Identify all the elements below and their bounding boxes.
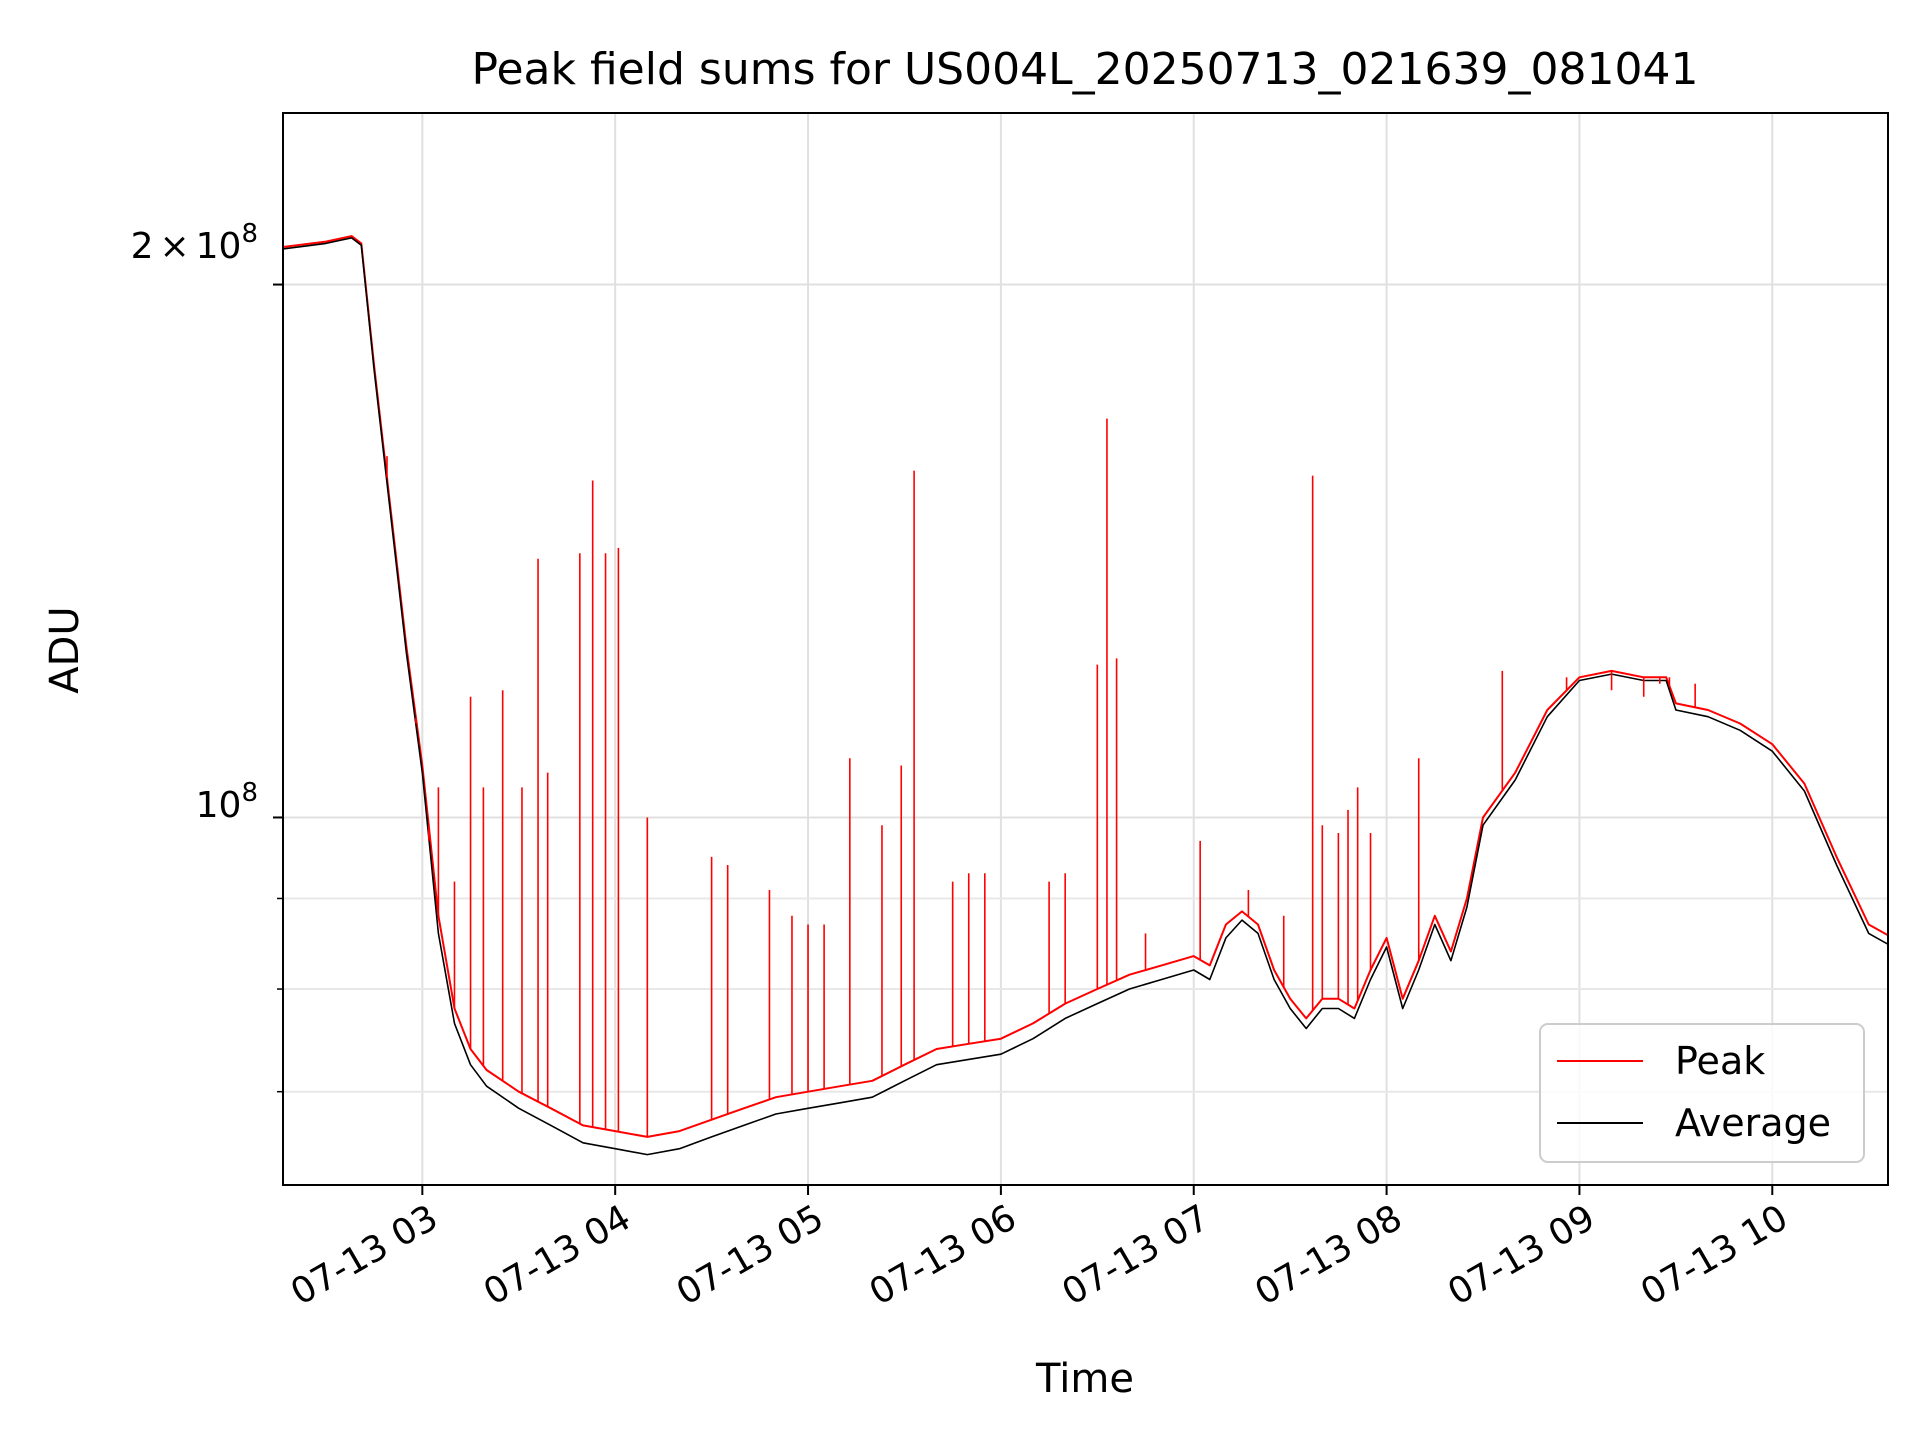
legend-box (1539, 1023, 1865, 1163)
series-line-peak (283, 235, 1888, 1138)
series-line-average (283, 237, 1888, 1156)
y-tick-label-1e8-pow: 10 (196, 785, 242, 826)
y-axis-label: ADU (42, 606, 88, 693)
chart-title: Peak field sums for US004L_20250713_0216… (472, 44, 1699, 95)
x-axis-label: Time (1035, 1356, 1134, 1402)
y-tick-label-1e8-exp: 8 (241, 778, 258, 808)
plot-lines (283, 235, 1888, 1156)
y-tick-label-2e8-pow: 10 (196, 226, 242, 267)
y-tick-label-2e8-exp: 8 (241, 219, 258, 249)
legend-label-average: Average (1675, 1101, 1831, 1145)
svg-text:2×108: 2 × 108 (131, 219, 258, 267)
y-tick-label-2e8-base: 2 (131, 226, 154, 267)
legend-label-peak: Peak (1675, 1039, 1765, 1083)
y-tick-label-2e8: 2 × 108 (131, 219, 258, 267)
y-tick-label-2e8-times: × (159, 226, 189, 267)
plot-frame (282, 112, 1889, 1186)
y-tick-label-1e8: 108 (196, 778, 258, 826)
legend: Peak Average (1539, 1023, 1865, 1163)
svg-text:108: 108 (196, 778, 258, 826)
